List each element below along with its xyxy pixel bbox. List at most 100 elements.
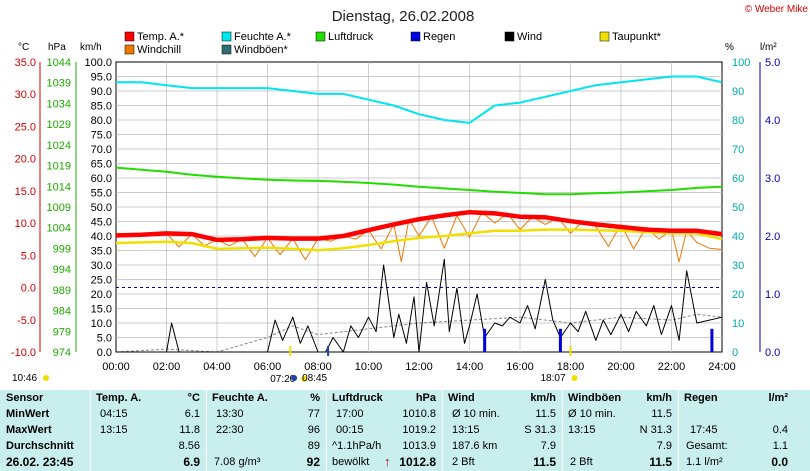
pressure-tick-label: 1044	[47, 57, 71, 69]
series-taupunkt-line	[115, 228, 723, 252]
pressure-tick-label: 1024	[47, 140, 71, 152]
header-pressure: Luftdruck	[332, 392, 383, 404]
current-gust-bft: 2 Bft	[570, 456, 593, 468]
pressure-tick-label: 1009	[47, 202, 71, 214]
wind-tick-label: 45.0	[91, 217, 112, 229]
pressure-tick-label: 1029	[47, 119, 71, 131]
x-tick-label: 08:00	[304, 361, 332, 373]
current-rain-value: 0.0	[771, 455, 788, 469]
series-wind-line	[116, 258, 723, 353]
moon-icon	[291, 375, 298, 381]
wind-tick-label: 30.0	[91, 260, 112, 272]
legend-swatch	[504, 31, 515, 42]
header-sensor: Sensor	[6, 392, 44, 404]
min-pressure-time: 17:00	[336, 408, 364, 420]
pressure-unit-label: hPa	[48, 42, 66, 53]
pressure-tick-label: 989	[53, 285, 71, 297]
wind-tick-label: 25.0	[91, 275, 112, 287]
axes: 0.0 5.0 10.0 15.0 20.0 25.0 30.0 35.0 40.0 45.0 50…	[11, 57, 780, 373]
legend-entry: Feuchte A.*	[234, 31, 292, 43]
humidity-tick-label: 50	[732, 202, 744, 214]
x-tick-label: 02:00	[153, 361, 181, 373]
pressure-tick-label: 1019	[47, 161, 71, 173]
header-gust: Windböen	[568, 392, 622, 404]
legend-swatch	[124, 44, 135, 55]
grid	[115, 61, 723, 353]
max-pressure-time: 00:15	[336, 424, 364, 436]
current-abs-humidity: 7.08 g/m³	[214, 456, 261, 468]
header-temp-unit: °C	[187, 392, 200, 404]
current-wind-bft: 2 Bft	[452, 456, 475, 468]
header-pressure-unit: hPa	[415, 392, 436, 404]
current-weather-text: bewölkt	[332, 456, 370, 468]
min-gust-label: Ø 10 min.	[568, 408, 616, 420]
avg-wind-value: 7.9	[540, 440, 556, 452]
min-gust-value: 11.5	[651, 408, 672, 420]
current-pressure-value: 1012.8	[399, 455, 436, 469]
header-humidity-unit: %	[310, 392, 320, 404]
wind-tick-label: 15.0	[91, 304, 112, 316]
avg-temp-value: 8.56	[178, 440, 200, 452]
legend-entry: Temp. A.*	[137, 31, 185, 43]
pressure-tick-label: 994	[53, 264, 71, 276]
row-current-label: 26.02. 23:45	[6, 455, 74, 469]
max-humidity-time: 22:30	[216, 424, 244, 436]
current-wind-value: 11.5	[533, 455, 556, 469]
legend: Temp. A.* Feuchte A.* Luftdruck Regen Wind Ta…	[124, 31, 662, 56]
series-windben-line	[115, 313, 723, 353]
wind-tick-label: 70.0	[91, 144, 112, 156]
legend-swatch	[315, 31, 326, 42]
humidity-tick-label: 60	[732, 173, 744, 185]
max-pressure-value: 1019.2	[402, 424, 436, 436]
sun-icon	[571, 375, 578, 381]
max-gust-value: N 31.3	[639, 424, 672, 436]
wind-tick-label: 85.0	[91, 101, 112, 113]
temp-tick-label: 30.0	[15, 89, 36, 101]
max-gust-label: 13:15	[568, 424, 596, 436]
legend-swatch	[410, 31, 421, 42]
pressure-tick-label: 1014	[47, 181, 71, 193]
humidity-tick-label: 90	[732, 86, 744, 98]
header-rain: Regen	[684, 392, 718, 404]
wind-tick-label: 65.0	[91, 159, 112, 171]
min-temp-value: 6.1	[184, 408, 200, 420]
temp-tick-label: 0.0	[21, 283, 36, 295]
temp-tick-label: -5.0	[17, 315, 36, 327]
pressure-tick-label: 984	[53, 306, 71, 318]
humidity-tick-label: 20	[732, 289, 744, 301]
rain-tick-label: 0.0	[765, 347, 780, 359]
current-rain-total: 1.1 l/m²	[686, 456, 723, 468]
x-tick-label: 12:00	[405, 361, 433, 373]
current-humidity-value: 92	[306, 455, 320, 469]
header-humidity: Feuchte A.	[212, 392, 268, 404]
temp-tick-label: -10.0	[11, 347, 36, 359]
max-humidity-value: 96	[307, 424, 320, 436]
legend-entry: Luftdruck	[328, 31, 374, 43]
wind-unit-label: km/h	[80, 42, 102, 53]
row-avg-label: Durchschnitt	[6, 440, 74, 452]
wind-tick-label: 50.0	[91, 202, 112, 214]
max-wind-value: S 31.3	[524, 424, 556, 436]
header-gust-unit: km/h	[646, 392, 672, 404]
max-wind-label: 13:15	[452, 424, 480, 436]
axis-units: °C hPa km/h % l/m²	[18, 42, 777, 53]
plot-area	[115, 75, 723, 353]
temp-tick-label: 15.0	[15, 186, 36, 198]
series-tempa-line	[115, 209, 723, 243]
temp-tick-label: 25.0	[15, 121, 36, 133]
x-tick-label: 20:00	[607, 361, 635, 373]
pressure-tick-label: 1004	[47, 223, 71, 235]
temp-tick-label: 20.0	[15, 154, 36, 166]
x-tick-label: 24:00	[708, 361, 736, 373]
wind-tick-label: 5.0	[97, 333, 112, 345]
header-wind: Wind	[448, 392, 475, 404]
x-tick-label: 14:00	[456, 361, 484, 373]
header-rain-unit: l/m²	[768, 392, 788, 404]
min-humidity-value: 77	[307, 408, 320, 420]
legend-entry: Wind	[517, 31, 542, 43]
sun-marker-label: 07:20	[270, 374, 295, 385]
min-pressure-value: 1010.8	[402, 408, 436, 420]
wind-tick-label: 90.0	[91, 86, 112, 98]
max-temp-time: 13:15	[100, 424, 128, 436]
